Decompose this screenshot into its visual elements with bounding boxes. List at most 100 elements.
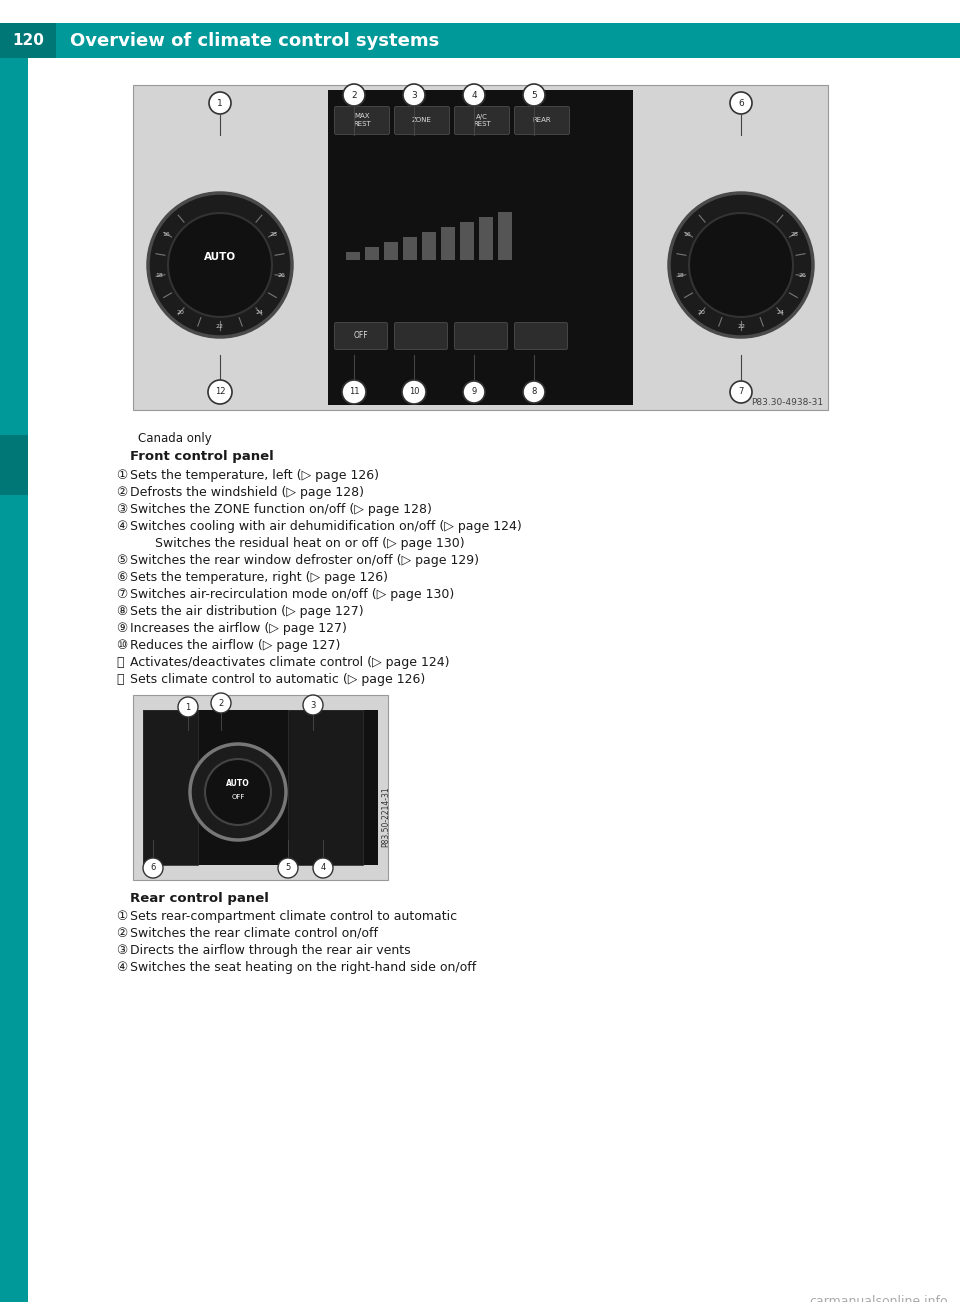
Text: 28: 28	[270, 232, 277, 237]
Text: 4: 4	[321, 863, 325, 872]
Text: Overview of climate control systems: Overview of climate control systems	[70, 31, 440, 49]
Text: ZONE: ZONE	[412, 117, 432, 122]
Text: Switches the ZONE function on/off (▷ page 128): Switches the ZONE function on/off (▷ pag…	[130, 503, 432, 516]
Text: 26: 26	[277, 273, 285, 279]
Text: ⑧: ⑧	[116, 605, 128, 618]
Text: 28: 28	[791, 232, 799, 237]
Text: ③: ③	[116, 503, 128, 516]
Text: Increases the airflow (▷ page 127): Increases the airflow (▷ page 127)	[130, 622, 347, 635]
Text: Reduces the airflow (▷ page 127): Reduces the airflow (▷ page 127)	[130, 639, 341, 652]
Circle shape	[463, 381, 485, 404]
Text: 12: 12	[215, 388, 226, 397]
Text: 18: 18	[156, 273, 163, 279]
Bar	[346, 253, 360, 260]
Circle shape	[730, 381, 752, 404]
Text: MAX
REST: MAX REST	[353, 113, 371, 126]
Text: ⑨: ⑨	[116, 622, 128, 635]
Circle shape	[402, 380, 426, 404]
Text: Directs the airflow through the rear air vents: Directs the airflow through the rear air…	[130, 944, 411, 957]
Text: 16: 16	[162, 232, 170, 237]
Text: Sets the air distribution (▷ page 127): Sets the air distribution (▷ page 127)	[130, 605, 364, 618]
Text: P83.30-4938-31: P83.30-4938-31	[751, 398, 823, 408]
Text: 6: 6	[151, 863, 156, 872]
Circle shape	[403, 85, 425, 105]
Text: 26: 26	[798, 273, 806, 279]
Text: 1: 1	[185, 703, 191, 711]
Circle shape	[205, 759, 271, 825]
FancyBboxPatch shape	[454, 323, 508, 349]
Text: ⑤: ⑤	[116, 553, 128, 566]
Text: 120: 120	[12, 33, 44, 48]
Text: ②: ②	[116, 486, 128, 499]
Bar	[0, 435, 28, 495]
Text: OFF: OFF	[353, 332, 369, 341]
Bar	[460, 223, 474, 260]
Bar	[498, 212, 512, 260]
Bar	[479, 217, 493, 260]
Text: AUTO: AUTO	[204, 253, 236, 262]
Text: carmanualsonline.info: carmanualsonline.info	[809, 1295, 948, 1302]
Text: ④: ④	[116, 519, 128, 533]
Text: 3: 3	[411, 91, 417, 99]
FancyBboxPatch shape	[334, 107, 390, 134]
Circle shape	[730, 92, 752, 115]
Text: OFF: OFF	[231, 794, 245, 799]
Text: ⑫: ⑫	[116, 673, 124, 686]
Text: ⑩: ⑩	[116, 639, 128, 652]
FancyBboxPatch shape	[454, 107, 510, 134]
Text: 4: 4	[471, 91, 477, 99]
Text: 22: 22	[216, 324, 224, 329]
Text: ①: ①	[116, 910, 128, 923]
Text: 10: 10	[409, 388, 420, 397]
Text: 18: 18	[676, 273, 684, 279]
Text: A/C
REST: A/C REST	[473, 113, 491, 126]
Text: Switches the seat heating on the right-hand side on/off: Switches the seat heating on the right-h…	[130, 961, 476, 974]
Bar	[0, 59, 28, 1302]
Bar	[441, 227, 455, 260]
Text: ③: ③	[116, 944, 128, 957]
Circle shape	[211, 693, 231, 713]
Circle shape	[303, 695, 323, 715]
Text: ②: ②	[116, 927, 128, 940]
Text: Switches air-recirculation mode on/off (▷ page 130): Switches air-recirculation mode on/off (…	[130, 589, 454, 602]
Circle shape	[689, 214, 793, 316]
Text: ④: ④	[116, 961, 128, 974]
Bar	[384, 242, 398, 260]
Text: Switches cooling with air dehumidification on/off (▷ page 124): Switches cooling with air dehumidificati…	[130, 519, 521, 533]
Circle shape	[143, 858, 163, 878]
Text: REAR: REAR	[533, 117, 551, 122]
Text: 1: 1	[217, 99, 223, 108]
Circle shape	[463, 85, 485, 105]
Text: 24: 24	[256, 310, 264, 315]
Bar	[133, 85, 828, 410]
Circle shape	[148, 193, 292, 337]
Text: 3: 3	[310, 700, 316, 710]
Text: Climate control: Climate control	[8, 693, 20, 807]
FancyBboxPatch shape	[515, 323, 567, 349]
Bar	[403, 237, 417, 260]
Bar	[0, 23, 960, 59]
Circle shape	[523, 381, 545, 404]
Bar	[288, 710, 363, 865]
Circle shape	[168, 214, 272, 316]
Text: Rear control panel: Rear control panel	[130, 892, 269, 905]
Text: 20: 20	[177, 310, 184, 315]
Text: Sets rear-compartment climate control to automatic: Sets rear-compartment climate control to…	[130, 910, 457, 923]
Text: Sets the temperature, right (▷ page 126): Sets the temperature, right (▷ page 126)	[130, 572, 388, 585]
Text: 9: 9	[471, 388, 476, 397]
Bar	[133, 695, 388, 880]
Text: Front control panel: Front control panel	[130, 450, 274, 464]
Text: ①: ①	[116, 469, 128, 482]
Circle shape	[208, 380, 232, 404]
Circle shape	[178, 697, 198, 717]
Bar	[365, 247, 379, 260]
Text: ⑥: ⑥	[116, 572, 128, 585]
Circle shape	[342, 380, 366, 404]
Text: Sets climate control to automatic (▷ page 126): Sets climate control to automatic (▷ pag…	[130, 673, 425, 686]
Text: 2: 2	[351, 91, 357, 99]
Circle shape	[278, 858, 298, 878]
FancyBboxPatch shape	[395, 107, 449, 134]
Text: Defrosts the windshield (▷ page 128): Defrosts the windshield (▷ page 128)	[130, 486, 364, 499]
Text: Switches the rear climate control on/off: Switches the rear climate control on/off	[130, 927, 378, 940]
Text: 5: 5	[531, 91, 537, 99]
